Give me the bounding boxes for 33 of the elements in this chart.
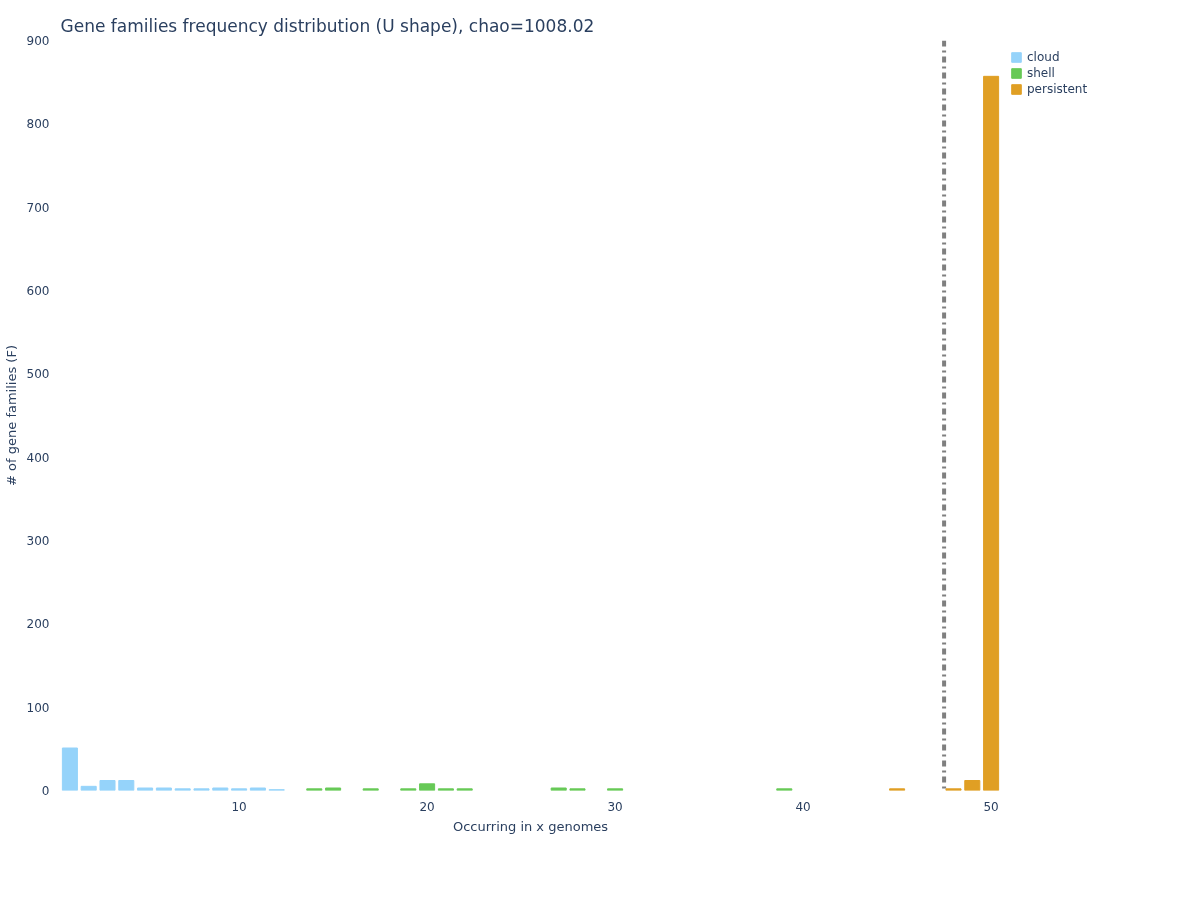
bar: [155, 787, 172, 791]
x-tick-label: 30: [607, 799, 623, 814]
x-axis-title: Occurring in x genomes: [452, 818, 609, 834]
y-tick-label: 0: [41, 784, 50, 798]
y-tick-label: 300: [26, 534, 50, 548]
bar: [249, 787, 266, 791]
bar: [137, 787, 154, 791]
bar: [419, 783, 436, 791]
y-tick-label: 500: [26, 367, 50, 382]
y-tick-label: 400: [26, 450, 50, 465]
bar: [964, 780, 981, 791]
bar: [983, 75, 1000, 791]
legend-label: shell: [1027, 66, 1055, 80]
bar: [99, 780, 116, 791]
x-tick-label: 50: [983, 799, 999, 814]
bar: [325, 787, 342, 791]
bar: [550, 787, 567, 791]
y-axis-title: # of gene families (F): [3, 345, 19, 486]
x-tick-label: 10: [231, 799, 247, 814]
legend-label: cloud: [1027, 50, 1060, 64]
y-tick-label: 600: [26, 284, 50, 298]
x-tick-label: 40: [795, 799, 811, 814]
legend-label: persistent: [1027, 82, 1088, 96]
bar: [118, 780, 135, 791]
y-tick-label: 100: [26, 700, 50, 715]
bar: [61, 747, 78, 791]
x-tick-label: 20: [419, 799, 435, 814]
y-tick-label: 700: [26, 200, 50, 215]
bar: [212, 787, 229, 791]
y-tick-label: 800: [26, 117, 50, 132]
y-tick-label: 900: [26, 34, 50, 48]
chart-title: Gene families frequency distribution (U shape), chao=1008.02: [60, 15, 595, 36]
y-tick-label: 200: [26, 617, 50, 632]
